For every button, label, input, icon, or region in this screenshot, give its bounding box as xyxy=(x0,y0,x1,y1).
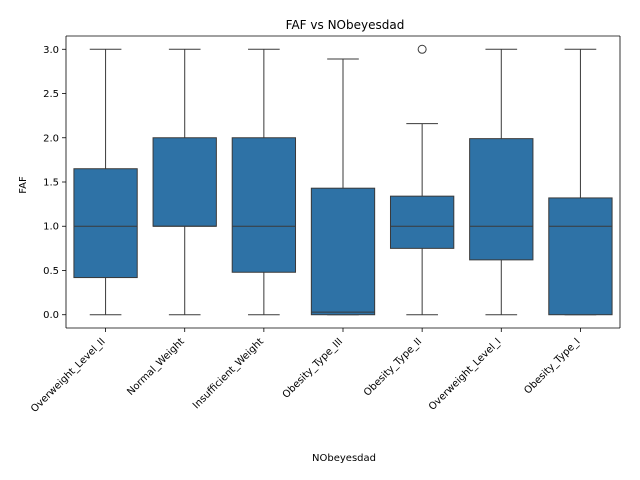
y-axis-label: FAF xyxy=(18,176,29,194)
box-iqr xyxy=(152,137,217,227)
box-group-4 xyxy=(310,58,376,316)
y-tick-label: 2.0 xyxy=(43,133,59,144)
y-tick-label: 3.0 xyxy=(43,45,59,56)
y-tick-label: 1.0 xyxy=(43,222,59,233)
box-group-1 xyxy=(73,48,138,316)
box-iqr xyxy=(548,197,613,316)
x-tick-label: Normal_Weight xyxy=(125,336,187,398)
x-tick-label: Overweight_Level_I xyxy=(427,336,503,412)
y-axis: 0.0 0.5 1.0 1.5 2.0 2.5 3.0 xyxy=(43,36,621,328)
x-tick-label: Insufficient_Weight xyxy=(191,336,266,411)
x-tick-label: Obesity_Type_III xyxy=(281,336,345,400)
chart-title: FAF vs NObeyesdad xyxy=(286,18,405,32)
y-tick-label: 0.5 xyxy=(43,266,59,277)
plot-area xyxy=(73,44,613,316)
box-group-3 xyxy=(231,48,297,316)
outlier-point xyxy=(417,44,427,54)
y-tick-label: 0.0 xyxy=(43,310,59,321)
box-group-2 xyxy=(152,48,217,316)
box-iqr xyxy=(231,137,297,273)
box-iqr xyxy=(469,138,534,261)
box-group-7 xyxy=(548,48,613,316)
box-group-5 xyxy=(389,44,455,316)
box-iqr xyxy=(73,168,138,279)
box-group-6 xyxy=(469,48,534,316)
x-axis-label: NObeyesdad xyxy=(312,453,376,464)
box-iqr xyxy=(310,187,376,316)
x-tick-label: Obesity_Type_I xyxy=(522,336,582,396)
box-iqr xyxy=(389,195,455,249)
x-tick-label: Overweight_Level_II xyxy=(29,336,108,415)
y-tick-label: 1.5 xyxy=(43,178,59,189)
y-tick-label: 2.5 xyxy=(43,89,59,100)
x-tick-label: Obesity_Type_II xyxy=(362,336,424,398)
